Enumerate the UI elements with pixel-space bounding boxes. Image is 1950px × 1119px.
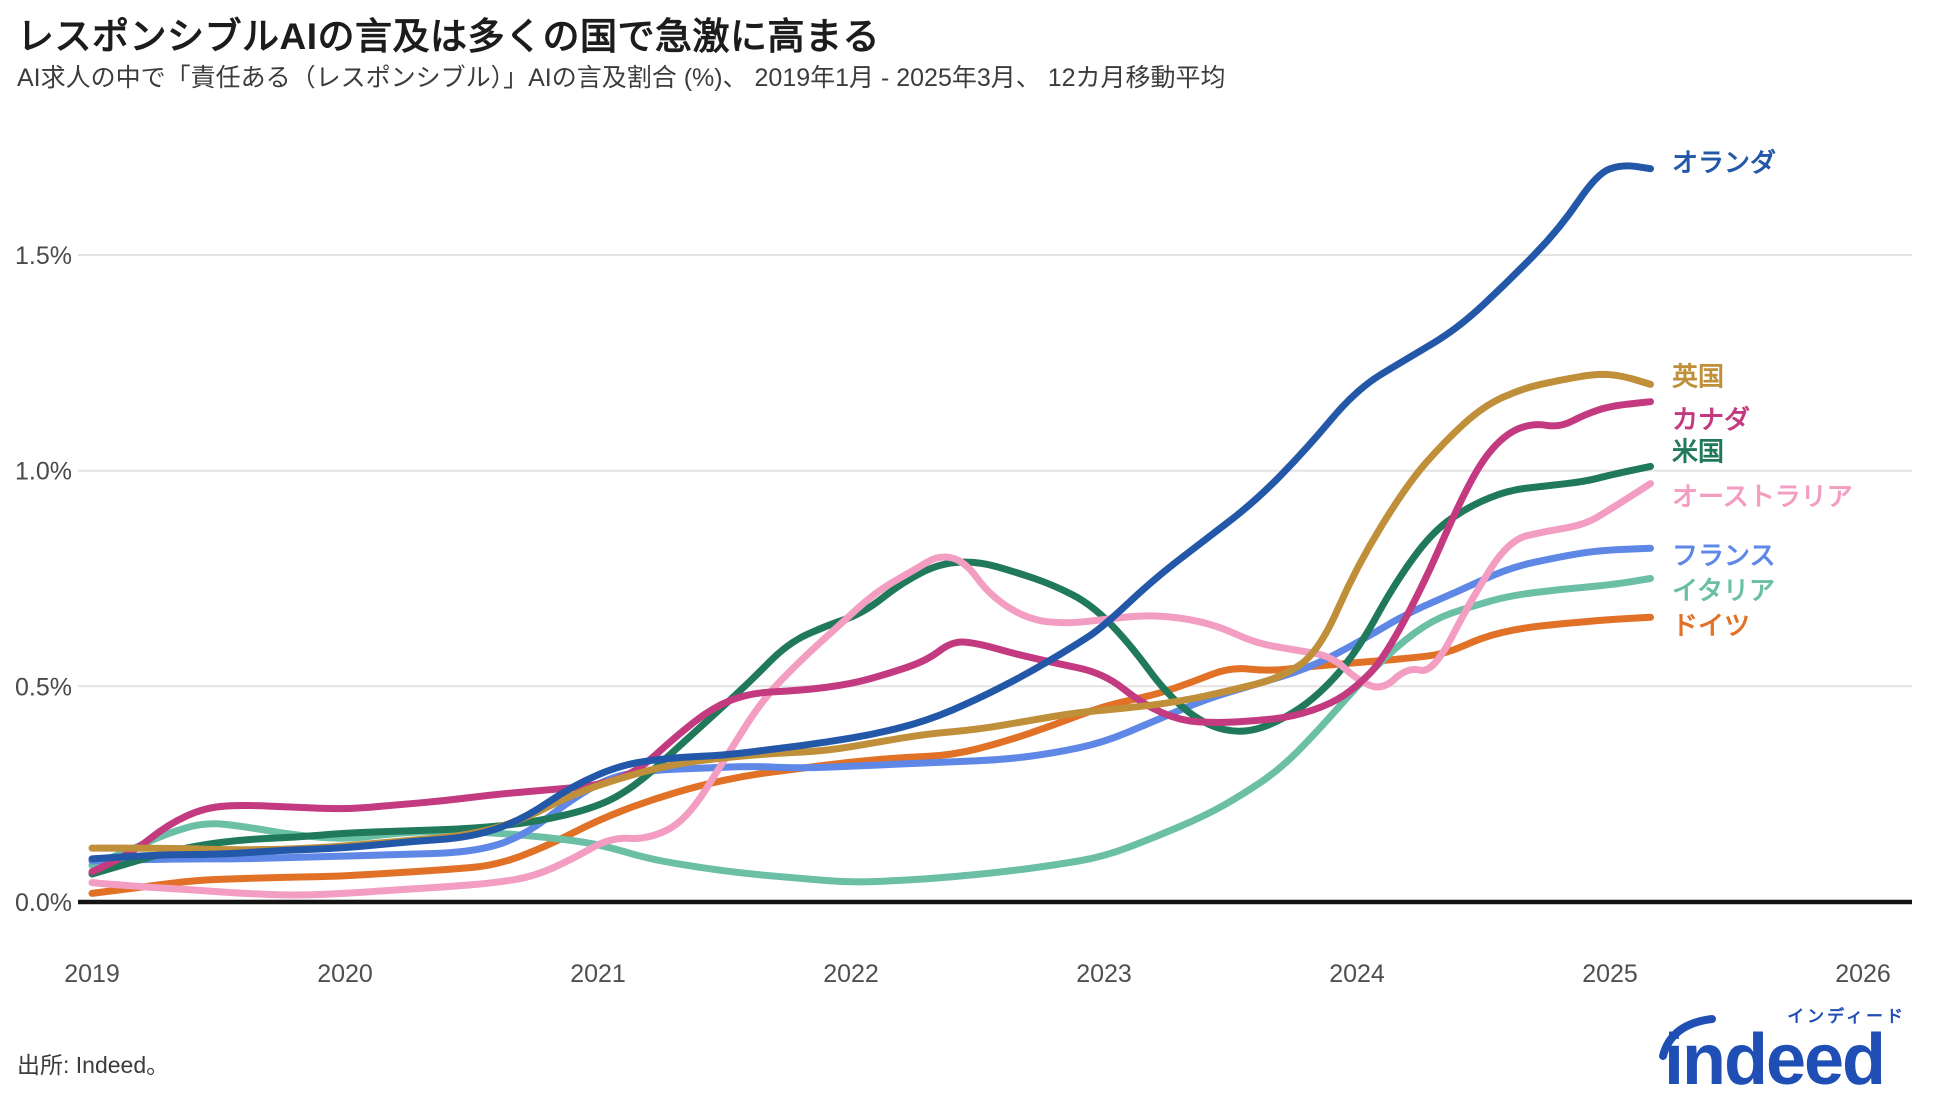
series-line-canada bbox=[88, 398, 1654, 876]
series-label-us: 米国 bbox=[1672, 436, 1724, 466]
x-axis-tick-label: 2025 bbox=[1582, 960, 1638, 988]
series-label-canada: カナダ bbox=[1672, 405, 1750, 435]
y-axis-tick-label: 1.0% bbox=[15, 458, 72, 486]
x-axis-tick-label: 2023 bbox=[1076, 960, 1132, 988]
x-axis-tick-label: 2021 bbox=[570, 960, 626, 988]
series-line-france bbox=[88, 544, 1654, 865]
series-label-australia: オーストラリア bbox=[1672, 482, 1853, 512]
series-line-germany bbox=[88, 613, 1654, 897]
series-label-italy: イタリア bbox=[1672, 576, 1775, 606]
series-label-france: フランス bbox=[1672, 540, 1775, 570]
indeed-logo-text: indeed bbox=[1664, 1020, 1886, 1100]
indeed-swoosh-icon bbox=[1659, 1015, 1716, 1060]
x-axis-tick-label: 2022 bbox=[823, 960, 879, 988]
x-axis-tick-label: 2020 bbox=[317, 960, 373, 988]
series-line-italy bbox=[88, 575, 1654, 886]
x-axis-tick-label: 2024 bbox=[1329, 960, 1385, 988]
y-axis-tick-label: 1.5% bbox=[15, 242, 72, 270]
series-line-netherlands bbox=[88, 162, 1654, 863]
x-axis-tick-label: 2019 bbox=[64, 960, 120, 988]
series-label-netherlands: オランダ bbox=[1672, 148, 1776, 178]
indeed-logo: インディード indeed bbox=[1658, 1000, 1920, 1104]
series-line-australia bbox=[88, 480, 1654, 899]
page-title: レスポンシブルAIの言及は多くの国で急激に高まる bbox=[17, 16, 880, 57]
series-label-germany: ドイツ bbox=[1672, 610, 1750, 640]
y-axis-tick-label: 0.0% bbox=[15, 889, 72, 917]
source-note: 出所: Indeed。 bbox=[17, 1052, 170, 1078]
indeed-logo-jp-text: インディード bbox=[1787, 1007, 1906, 1026]
chart-subtitle: AI求人の中で「責任ある（レスポンシブル）」AIの言及割合 (%)、 2019年… bbox=[17, 64, 1226, 92]
y-axis-tick-label: 0.5% bbox=[15, 673, 72, 701]
series-label-uk: 英国 bbox=[1672, 361, 1724, 391]
x-axis-tick-label: 2026 bbox=[1835, 960, 1891, 988]
